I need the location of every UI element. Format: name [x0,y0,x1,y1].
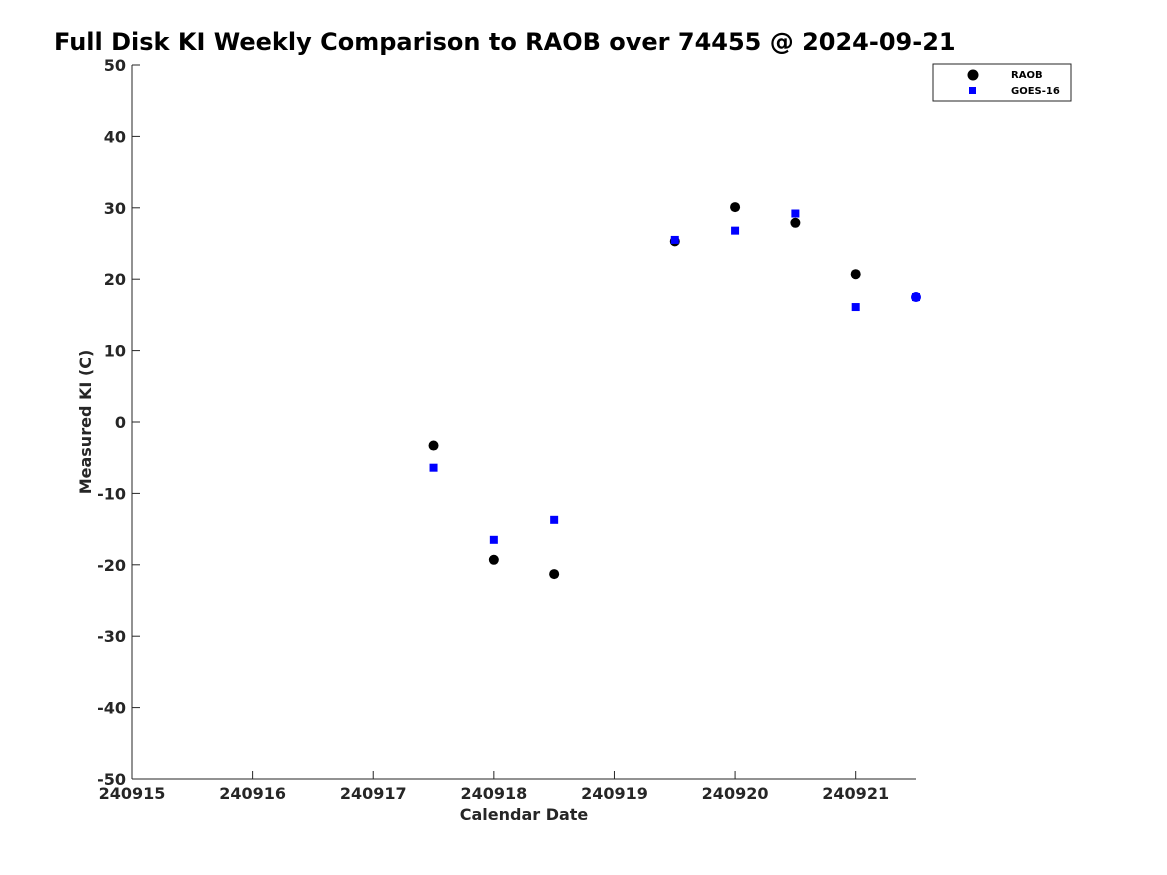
y-tick-label: 30 [104,199,126,218]
y-tick-label: 40 [104,127,126,146]
x-tick-label: 240921 [822,784,889,803]
legend-marker-goes-16 [969,87,976,94]
x-tick-label: 240917 [340,784,407,803]
y-tick-label: 20 [104,270,126,289]
x-tick-label: 240920 [702,784,769,803]
x-axis-label: Calendar Date [460,805,589,824]
legend: RAOB GOES-16 [932,63,1072,102]
legend-label-goes-16: GOES-16 [1011,86,1060,97]
y-tick-label: -10 [97,484,126,503]
point-raob [911,292,921,303]
legend-marker-raob [967,69,979,81]
point-goes-16 [429,463,438,472]
point-raob [549,569,560,580]
point-goes-16 [791,209,800,218]
point-raob [488,554,499,565]
y-tick-label: -40 [97,699,126,718]
x-tick-label: 240915 [99,784,166,803]
y-tick-label: 0 [115,413,126,432]
point-goes-16 [731,226,740,235]
chart-title: Full Disk KI Weekly Comparison to RAOB o… [54,28,956,56]
point-goes-16 [489,535,498,544]
y-tick-label: -20 [97,556,126,575]
legend-label-raob: RAOB [1011,70,1043,81]
y-tick-label: -30 [97,627,126,646]
y-tick-label: 50 [104,56,126,75]
point-goes-16 [550,515,559,524]
data-points [428,202,921,580]
y-tick-label: -50 [97,770,126,789]
y-tick-label: 10 [104,342,126,361]
x-tick-label: 240918 [460,784,527,803]
point-raob [850,269,861,280]
point-goes-16 [670,235,679,244]
legend-box [932,63,1072,102]
x-tick-label: 240916 [219,784,286,803]
y-axis-label: Measured KI (C) [76,350,95,495]
point-raob [790,217,801,228]
point-raob [730,202,741,213]
point-raob [428,440,439,451]
x-tick-label: 240919 [581,784,648,803]
point-goes-16 [851,303,860,312]
